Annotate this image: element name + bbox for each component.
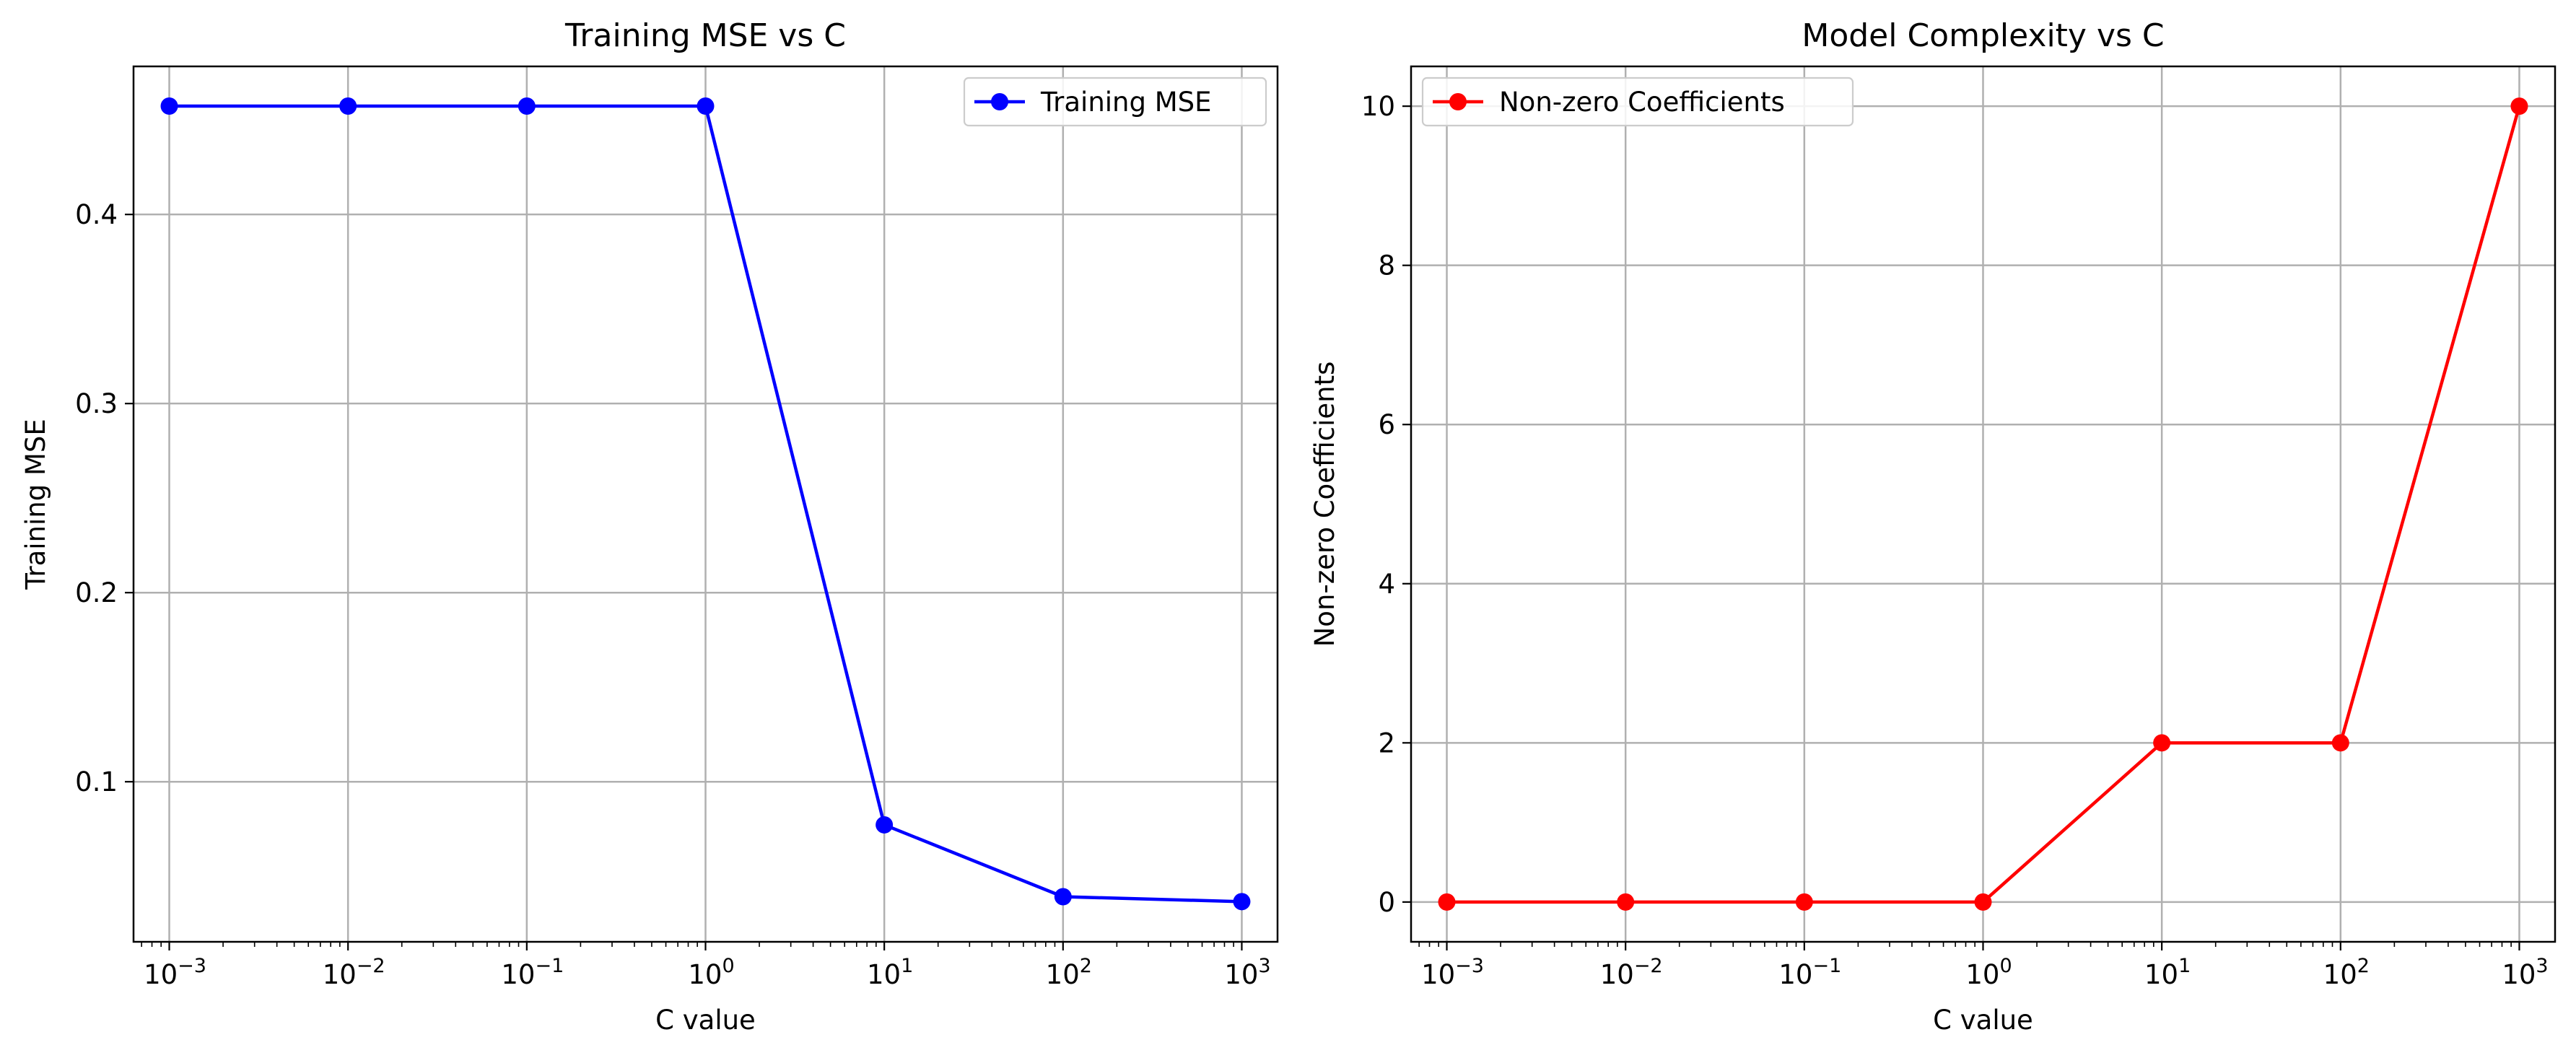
data-point (1054, 888, 1072, 906)
data-point (1233, 893, 1251, 911)
legend-box (963, 76, 1267, 127)
y-tick-label: 0.3 (75, 388, 118, 419)
chart-title: Model Complexity vs C (1802, 17, 2164, 54)
x-tick-label: 10−1 (501, 955, 564, 990)
plot-frame (132, 65, 1279, 943)
legend-label: Training MSE (1040, 87, 1212, 118)
data-point (876, 816, 894, 834)
x-axis-ticks: 10−3 10−2 10−1 100 101 102 103 (1421, 942, 2549, 990)
data-point (2153, 734, 2171, 752)
x-axis-ticks: 10−3 10−2 10−1 100 101 102 103 (144, 942, 1271, 990)
x-tick-label: 10−1 (1778, 955, 1841, 990)
y-axis-label: Training MSE (20, 419, 51, 590)
y-tick-label: 0.2 (75, 577, 118, 608)
data-point (518, 97, 536, 115)
x-tick-label: 100 (1965, 955, 2012, 990)
y-tick-label: 0.1 (75, 766, 118, 797)
legend-marker-swatch (1449, 93, 1467, 110)
x-axis-label: C value (1933, 1005, 2033, 1036)
series-non-zero-coefficients (1438, 97, 2528, 911)
data-point (1617, 893, 1635, 911)
y-axis-ticks: 0 2 4 6 8 10 (1361, 91, 1411, 918)
data-point (1795, 893, 1813, 911)
legend: Training MSE (963, 76, 1267, 127)
data-point (697, 97, 715, 115)
x-tick-label: 103 (1224, 955, 1270, 990)
data-point (1974, 893, 1992, 911)
x-tick-label: 102 (2323, 955, 2370, 990)
x-axis-label: C value (655, 1005, 756, 1036)
y-tick-label: 10 (1361, 91, 1395, 122)
chart-title: Training MSE vs C (564, 17, 846, 54)
data-point (2331, 734, 2349, 752)
y-axis-ticks: 0.1 0.2 0.3 0.4 (75, 199, 134, 797)
series-training-mse (160, 97, 1251, 911)
x-tick-label: 101 (867, 955, 913, 990)
y-tick-label: 0 (1378, 887, 1395, 918)
chart-panel-training-mse: Training MSE vs C C value Training MSE 1… (20, 17, 1279, 1036)
data-point (339, 97, 357, 115)
legend: Non-zero Coefficients (1421, 76, 1854, 127)
legend-marker-swatch (991, 93, 1008, 110)
y-tick-label: 6 (1378, 409, 1395, 440)
x-tick-label: 10−2 (323, 955, 385, 990)
chart-panel-model-complexity: Model Complexity vs C C value Non-zero C… (1309, 17, 2557, 1036)
y-tick-label: 0.4 (75, 199, 118, 230)
y-axis-label: Non-zero Coefficients (1309, 362, 1340, 647)
x-tick-label: 10−3 (144, 955, 206, 990)
data-point (2510, 97, 2528, 115)
legend-label: Non-zero Coefficients (1499, 87, 1785, 118)
x-tick-label: 10−3 (1421, 955, 1484, 990)
grid (134, 66, 1278, 942)
plot-frame (1410, 65, 2557, 943)
x-tick-label: 102 (1046, 955, 1092, 990)
legend-box (1421, 76, 1854, 127)
x-tick-label: 100 (688, 955, 734, 990)
data-point (160, 97, 178, 115)
x-tick-label: 103 (2502, 955, 2548, 990)
x-tick-label: 101 (2144, 955, 2191, 990)
x-tick-label: 10−2 (1600, 955, 1663, 990)
grid (1411, 66, 2555, 942)
y-tick-label: 8 (1378, 250, 1395, 281)
y-tick-label: 4 (1378, 569, 1395, 600)
data-point (1438, 893, 1456, 911)
y-tick-label: 2 (1378, 727, 1395, 758)
